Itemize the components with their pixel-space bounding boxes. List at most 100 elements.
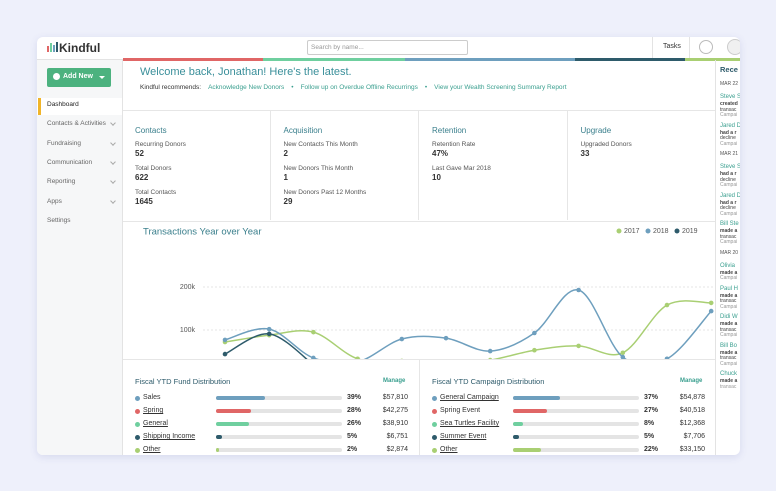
- row-dot: [135, 422, 140, 427]
- y-tick-label: 100k: [180, 327, 196, 334]
- row-name[interactable]: General Campaign: [440, 394, 499, 401]
- point: [620, 350, 626, 356]
- point: [222, 337, 228, 343]
- stat-label: Total Contacts: [135, 189, 177, 196]
- bar-track: [513, 435, 639, 439]
- nav-item[interactable]: Fundraising: [47, 139, 81, 147]
- divider: [652, 37, 653, 59]
- feed-name[interactable]: Paul H: [720, 285, 739, 292]
- recommends-label: Kindful recommends:: [140, 84, 202, 91]
- stat-title: Contacts: [135, 126, 167, 135]
- row-name[interactable]: Shipping Income: [143, 433, 196, 440]
- row-name[interactable]: Sea Turtles Facility: [440, 420, 500, 427]
- point: [443, 335, 449, 341]
- row-name[interactable]: General: [143, 420, 168, 427]
- recommend-link[interactable]: Follow up on Overdue Offline Recurrings: [300, 84, 418, 91]
- manage-link[interactable]: Manage: [383, 378, 406, 384]
- bar: [216, 435, 223, 439]
- search-box[interactable]: Search by name...: [307, 40, 468, 55]
- row-dot: [432, 435, 437, 440]
- nav-item[interactable]: Apps: [47, 197, 62, 205]
- row-percent: 8%: [644, 420, 655, 427]
- stat-value: 29: [283, 197, 293, 206]
- legend-label: 2017: [624, 228, 640, 235]
- active-marker: [38, 98, 41, 115]
- nav-item[interactable]: Settings: [47, 216, 71, 224]
- feed-name[interactable]: Jared D: [720, 122, 740, 129]
- bar: [513, 409, 548, 413]
- recommend-link[interactable]: View your Wealth Screening Summary Repor…: [434, 84, 567, 91]
- row-name[interactable]: Other: [143, 446, 161, 453]
- point: [576, 287, 581, 293]
- row-amount: $38,910: [382, 420, 408, 427]
- feed-text: Campai: [720, 303, 738, 310]
- feed-text: made a: [720, 292, 738, 299]
- row-amount: $2,874: [386, 446, 408, 453]
- nav-item[interactable]: Reporting: [47, 178, 76, 186]
- point: [532, 330, 537, 336]
- settings-icon[interactable]: [699, 40, 713, 54]
- feed-name[interactable]: Chuck: [720, 371, 738, 377]
- bar: [216, 422, 249, 426]
- feed-date: MAR 22: [720, 81, 739, 87]
- point: [708, 300, 714, 306]
- feed-text: had a r: [720, 199, 737, 206]
- sidebar: [37, 60, 123, 455]
- logo: Kindful: [59, 41, 101, 55]
- avatar[interactable]: [727, 39, 740, 55]
- feed-name[interactable]: Steve S: [720, 94, 740, 100]
- feed-text: transac: [720, 355, 737, 361]
- row-percent: 37%: [644, 394, 659, 401]
- feed-text: transac: [720, 383, 737, 390]
- bar: [216, 448, 219, 452]
- feed-text: made a: [720, 378, 738, 384]
- stat-label: Total Donors: [135, 165, 172, 172]
- feed-name[interactable]: Olivia: [720, 262, 736, 269]
- tasks-button[interactable]: Tasks: [663, 43, 681, 50]
- chart: Transactions Year over Year 0100k200kJan…: [143, 227, 715, 360]
- row-name[interactable]: Other: [440, 446, 458, 453]
- feed-name[interactable]: Jared D: [720, 192, 740, 199]
- stat-title: Acquisition: [283, 126, 323, 135]
- point: [664, 302, 670, 308]
- separator: •: [291, 84, 294, 91]
- nav-item[interactable]: Contacts & Activities: [47, 120, 106, 128]
- feed-date: MAR 21: [720, 151, 739, 157]
- feed-text: Campai: [720, 360, 738, 367]
- feed-text: decline: [720, 135, 736, 141]
- plus-icon: [53, 73, 60, 80]
- manage-link[interactable]: Manage: [680, 378, 703, 384]
- legend-swatch: [645, 228, 651, 234]
- feed-name[interactable]: Bill Bo: [720, 342, 738, 349]
- row-amount: $54,878: [679, 394, 705, 401]
- row-dot: [135, 435, 140, 440]
- color-strip: [123, 58, 740, 61]
- point: [311, 355, 316, 360]
- feed-name[interactable]: Bill Ste: [720, 221, 739, 227]
- row-name[interactable]: Spring: [143, 407, 164, 414]
- bar-track: [216, 409, 342, 413]
- stat-value: 33: [580, 149, 590, 158]
- nav-item[interactable]: Dashboard: [47, 101, 79, 108]
- row-dot: [135, 409, 140, 414]
- legend-label: 2019: [682, 228, 698, 235]
- nav-item[interactable]: Communication: [47, 158, 93, 166]
- row-percent: 27%: [644, 407, 659, 414]
- feed-name[interactable]: Steve S: [720, 164, 740, 170]
- row-name: Sales: [143, 394, 161, 401]
- bar-track: [513, 422, 639, 426]
- bar-track: [216, 435, 342, 439]
- stat-title: Retention: [432, 126, 467, 135]
- app-window: Kindful Search by name... Tasks Add New …: [37, 37, 740, 455]
- add-new-button[interactable]: [47, 68, 111, 87]
- feed-text: Campai: [720, 112, 738, 118]
- point: [311, 329, 316, 335]
- row-name[interactable]: Summer Event: [440, 433, 487, 440]
- feed-text: Campai: [720, 140, 738, 147]
- feed-text: transac: [720, 326, 737, 333]
- recommend-link[interactable]: Acknowledge New Donors: [208, 84, 285, 91]
- feed-name[interactable]: Didi W: [720, 314, 738, 320]
- stat-value: 2: [283, 149, 288, 158]
- bar-track: [513, 396, 639, 400]
